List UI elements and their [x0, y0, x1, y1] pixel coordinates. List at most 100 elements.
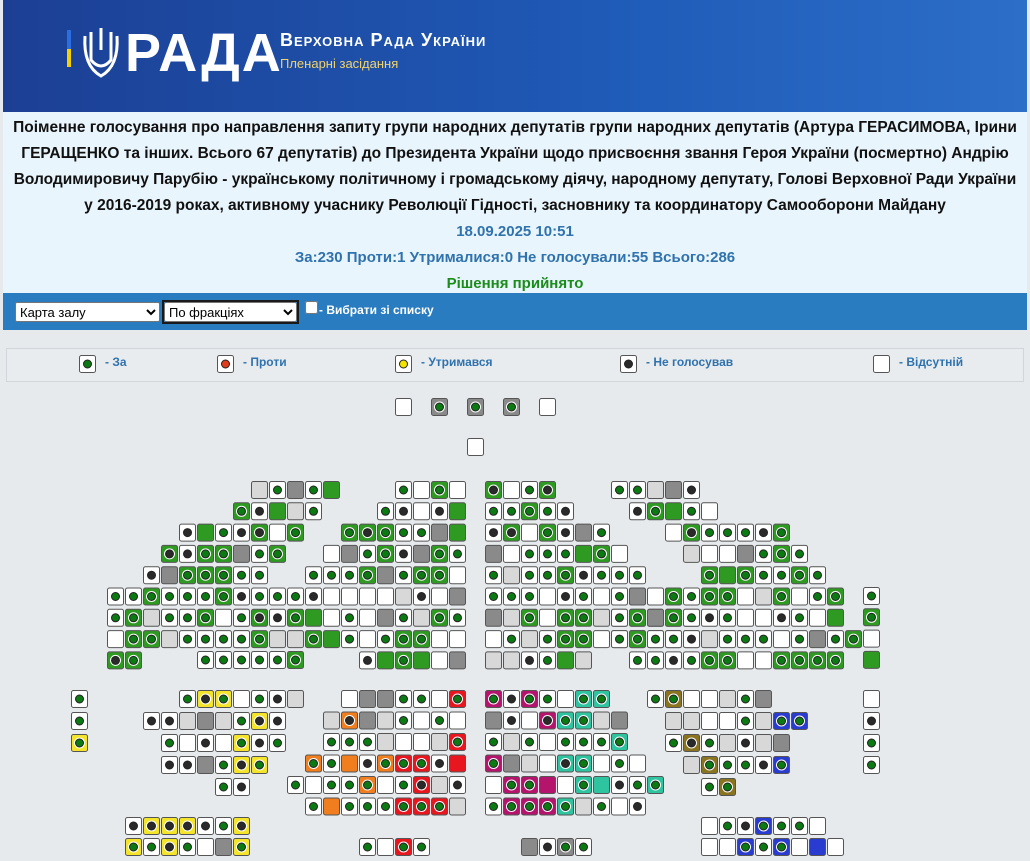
seat[interactable]: [143, 608, 160, 627]
seat[interactable]: [665, 502, 682, 521]
seat[interactable]: [413, 544, 430, 563]
seat[interactable]: [665, 523, 682, 542]
seat[interactable]: [647, 481, 664, 499]
seat[interactable]: [269, 523, 286, 542]
seat[interactable]: [773, 630, 790, 649]
seat[interactable]: [575, 544, 592, 563]
seat[interactable]: [593, 754, 610, 773]
seat[interactable]: [593, 587, 610, 606]
seat[interactable]: [773, 734, 790, 752]
seat[interactable]: [323, 630, 340, 649]
seat[interactable]: [521, 838, 538, 856]
seat[interactable]: [503, 733, 520, 751]
seat[interactable]: [197, 523, 214, 542]
seat[interactable]: [377, 838, 394, 856]
seat[interactable]: [341, 754, 358, 773]
seat[interactable]: [377, 690, 394, 708]
seat[interactable]: [449, 797, 466, 816]
seat[interactable]: [431, 523, 448, 542]
seat[interactable]: [305, 776, 322, 794]
seat[interactable]: [179, 712, 196, 730]
seat[interactable]: [485, 608, 502, 627]
seat[interactable]: [503, 608, 520, 627]
seat[interactable]: [701, 712, 718, 730]
seat[interactable]: [755, 734, 772, 752]
seat[interactable]: [755, 651, 772, 670]
seat[interactable]: [719, 712, 736, 730]
seat[interactable]: [413, 651, 430, 670]
seat[interactable]: [701, 838, 718, 856]
seat[interactable]: [377, 733, 394, 751]
seat[interactable]: [287, 630, 304, 649]
seat[interactable]: [791, 838, 808, 856]
seat[interactable]: [683, 712, 700, 730]
seat[interactable]: [467, 438, 484, 456]
seat[interactable]: [827, 608, 844, 627]
seat[interactable]: [341, 690, 358, 708]
seat[interactable]: [359, 711, 376, 730]
seat[interactable]: [287, 502, 304, 521]
seat[interactable]: [197, 756, 214, 774]
seat[interactable]: [431, 733, 448, 751]
seat[interactable]: [863, 650, 880, 669]
seat[interactable]: [431, 690, 448, 708]
checkbox[interactable]: [305, 301, 318, 314]
seat[interactable]: [593, 608, 610, 627]
seat[interactable]: [449, 651, 466, 670]
seat[interactable]: [359, 690, 376, 708]
seat[interactable]: [683, 756, 700, 774]
seat[interactable]: [755, 690, 772, 708]
seat[interactable]: [377, 566, 394, 585]
seat[interactable]: [377, 608, 394, 627]
seat[interactable]: [629, 754, 646, 773]
seat[interactable]: [449, 481, 466, 499]
seat[interactable]: [161, 566, 178, 585]
seat[interactable]: [575, 651, 592, 670]
seat[interactable]: [413, 481, 430, 499]
seat[interactable]: [449, 523, 466, 542]
seat[interactable]: [431, 587, 448, 606]
seat[interactable]: [809, 608, 826, 627]
seat[interactable]: [737, 651, 754, 670]
seat[interactable]: [539, 733, 556, 751]
seat[interactable]: [737, 587, 754, 606]
seat[interactable]: [575, 523, 592, 542]
seat[interactable]: [539, 608, 556, 627]
seat[interactable]: [107, 630, 124, 649]
seat[interactable]: [593, 776, 610, 794]
seat[interactable]: [287, 481, 304, 499]
seat[interactable]: [557, 651, 574, 670]
seat[interactable]: [611, 711, 628, 730]
seat[interactable]: [449, 566, 466, 585]
seat[interactable]: [395, 398, 412, 416]
seat[interactable]: [719, 734, 736, 752]
seat[interactable]: [377, 711, 394, 730]
seat[interactable]: [665, 481, 682, 499]
seat[interactable]: [449, 754, 466, 773]
seat[interactable]: [323, 481, 340, 499]
seat[interactable]: [611, 544, 628, 563]
seat[interactable]: [683, 544, 700, 563]
seat[interactable]: [809, 630, 826, 649]
seat[interactable]: [215, 608, 232, 627]
seat[interactable]: [269, 630, 286, 649]
seat[interactable]: [269, 502, 286, 521]
seat[interactable]: [485, 776, 502, 794]
seat[interactable]: [431, 651, 448, 670]
seat[interactable]: [629, 587, 646, 606]
seat[interactable]: [485, 651, 502, 670]
seat[interactable]: [737, 544, 754, 563]
seat[interactable]: [395, 733, 412, 751]
seat[interactable]: [377, 651, 394, 670]
seat[interactable]: [233, 690, 250, 708]
seat[interactable]: [521, 523, 538, 542]
seat[interactable]: [701, 502, 718, 521]
seat[interactable]: [449, 587, 466, 606]
seat[interactable]: [647, 608, 664, 627]
seat[interactable]: [701, 690, 718, 708]
seat[interactable]: [377, 587, 394, 606]
seat[interactable]: [521, 630, 538, 649]
seat[interactable]: [863, 690, 880, 708]
seat[interactable]: [611, 797, 628, 816]
seat[interactable]: [359, 608, 376, 627]
